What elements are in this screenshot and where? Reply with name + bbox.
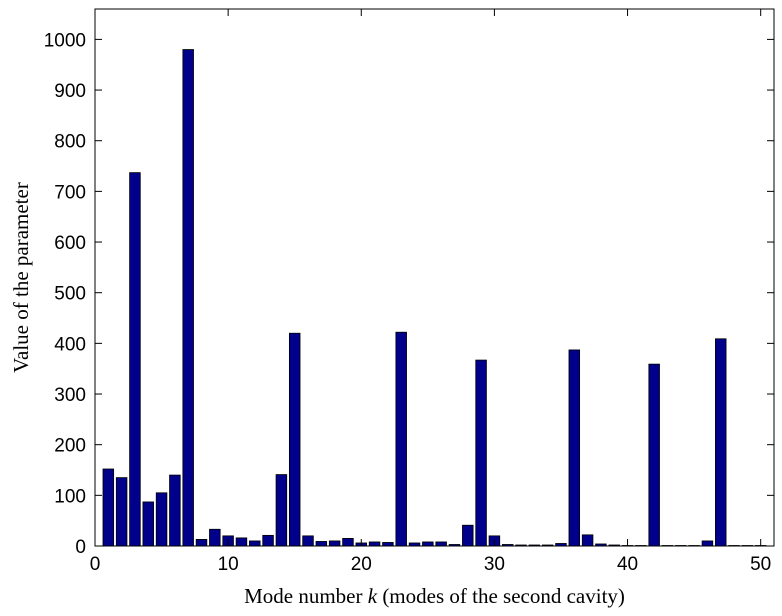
bar-mode-23: [395, 331, 407, 547]
bar-mode-21: [368, 541, 381, 547]
bar-mode-7: [182, 49, 194, 547]
axes-box: [94, 8, 775, 547]
y-tick-label: 100: [54, 486, 86, 507]
y-tick-label: 900: [54, 81, 86, 102]
x-tick-label: 30: [484, 554, 505, 575]
bar-mode-16: [302, 535, 314, 547]
bar-mode-1: [102, 468, 115, 547]
axis-ticks: 0 10 20 30 40 5001002003004005006007008009001…: [44, 9, 774, 575]
bar-mode-3: [129, 172, 141, 547]
bar-mode-36: [568, 349, 581, 547]
y-tick-label: 600: [54, 233, 86, 254]
bar-mode-17: [315, 541, 328, 547]
x-tick-label: 50: [750, 554, 771, 575]
bar-mode-25: [422, 541, 434, 547]
plot-area: [95, 9, 774, 546]
y-tick-label: 0: [75, 537, 86, 558]
bar-mode-29: [475, 359, 487, 547]
y-tick-label: 800: [54, 132, 86, 153]
bar-mode-12: [249, 540, 261, 547]
y-tick-label: 300: [54, 385, 86, 406]
bar-mode-26: [435, 541, 447, 547]
y-tick-label: 500: [54, 284, 86, 305]
bar-mode-8: [195, 539, 208, 547]
bar-mode-4: [142, 501, 154, 547]
x-axis-title: Mode number k (modes of the second cavit…: [244, 584, 625, 608]
bar-mode-9: [209, 528, 221, 547]
bars: [102, 49, 767, 547]
y-tick-label: 200: [54, 436, 86, 457]
bar-mode-22: [382, 542, 394, 547]
bar-mode-6: [169, 474, 181, 547]
y-tick-label: 700: [54, 182, 86, 203]
bar-mode-11: [235, 537, 248, 547]
bar-mode-42: [648, 363, 660, 547]
bar-mode-14: [275, 474, 288, 547]
y-tick-label: 1000: [44, 30, 86, 51]
bar-mode-47: [715, 338, 727, 547]
bar-mode-5: [155, 492, 168, 547]
x-tick-label: 0: [90, 554, 101, 575]
x-tick-label: 20: [351, 554, 372, 575]
bar-mode-2: [115, 477, 128, 547]
y-tick-label: 400: [54, 334, 86, 355]
bar-mode-37: [581, 534, 594, 547]
x-tick-label: 40: [617, 554, 638, 575]
bar-mode-15: [288, 332, 301, 547]
bar-mode-13: [262, 534, 274, 547]
bar-mode-18: [328, 540, 341, 547]
bar-mode-19: [342, 538, 354, 547]
x-tick-label: 10: [218, 554, 239, 575]
bar-mode-46: [701, 540, 714, 547]
bar-mode-28: [462, 524, 474, 547]
y-axis-title: Value of the parameter: [9, 182, 33, 373]
